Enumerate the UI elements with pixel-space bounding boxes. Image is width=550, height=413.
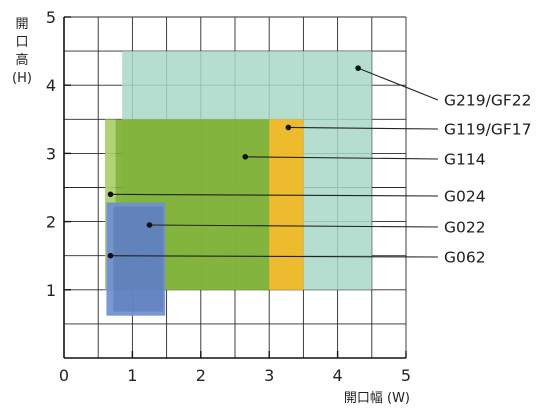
callout-marker — [355, 65, 361, 71]
series-label: G114 — [444, 151, 486, 169]
x-axis-label: 開口幅 (W) — [344, 391, 410, 406]
x-tick-label: 1 — [127, 366, 137, 385]
y-axis-label-line: 高 — [15, 52, 28, 68]
x-tick-label: 0 — [59, 366, 69, 385]
y-axis-label-line: 口 — [15, 35, 28, 50]
y-axis-label: 開 口 高 (H) — [12, 17, 32, 86]
y-axis-label-line: (H) — [12, 71, 32, 86]
y-tick-label: 2 — [46, 213, 56, 232]
callout-line — [110, 193, 439, 197]
callout-line — [288, 126, 439, 130]
series-label: G024 — [444, 188, 486, 206]
x-tick-label: 4 — [333, 366, 343, 385]
callout-marker — [146, 222, 153, 228]
y-tick-label: 1 — [46, 281, 56, 300]
y-tick-label: 5 — [46, 8, 56, 27]
callout-line — [357, 67, 439, 101]
y-axis-label-line: 開 — [15, 17, 28, 32]
callout-line — [149, 224, 439, 228]
callout-line — [110, 255, 439, 258]
callout-marker — [285, 124, 292, 131]
region-g062-core — [113, 206, 164, 312]
callout-marker — [242, 154, 249, 160]
x-tick-label: 3 — [264, 366, 274, 385]
region-g119-gf17 — [269, 119, 304, 290]
callout-line — [245, 156, 439, 160]
series-label: G062 — [444, 249, 486, 267]
callout-marker — [107, 252, 114, 259]
x-tick-label: 5 — [401, 366, 411, 385]
y-tick-label: 4 — [46, 76, 56, 95]
region-g022 — [106, 202, 166, 316]
series-label: G219/GF22 — [444, 92, 531, 110]
y-tick-label: 3 — [46, 144, 56, 163]
chart-callouts: G219/GF22 G119/GF17 G114 G024 G022 G062 — [107, 65, 531, 267]
x-tick-label: 2 — [196, 366, 206, 385]
chart-tick-labels: 0 1 2 3 4 5 1 2 3 4 5 — [46, 8, 411, 385]
series-label: G119/GF17 — [444, 121, 531, 139]
series-label: G022 — [444, 219, 486, 237]
chart-regions — [105, 51, 372, 316]
callout-marker — [107, 191, 114, 198]
chart-axes — [63, 16, 407, 359]
